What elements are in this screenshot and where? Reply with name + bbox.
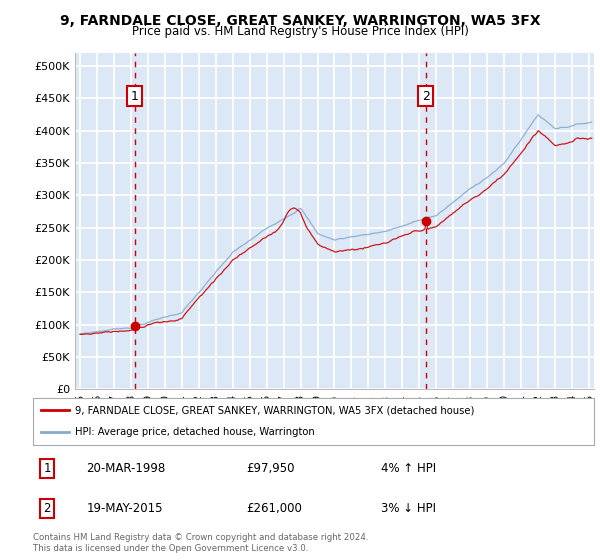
Text: 20-MAR-1998: 20-MAR-1998 bbox=[86, 462, 166, 475]
Text: Contains HM Land Registry data © Crown copyright and database right 2024.
This d: Contains HM Land Registry data © Crown c… bbox=[33, 533, 368, 553]
Text: HPI: Average price, detached house, Warrington: HPI: Average price, detached house, Warr… bbox=[75, 427, 315, 437]
Text: 3% ↓ HPI: 3% ↓ HPI bbox=[381, 502, 436, 515]
Text: 1: 1 bbox=[131, 90, 139, 103]
Text: 19-MAY-2015: 19-MAY-2015 bbox=[86, 502, 163, 515]
Text: £97,950: £97,950 bbox=[246, 462, 295, 475]
Text: £261,000: £261,000 bbox=[246, 502, 302, 515]
Text: Price paid vs. HM Land Registry's House Price Index (HPI): Price paid vs. HM Land Registry's House … bbox=[131, 25, 469, 38]
Text: 9, FARNDALE CLOSE, GREAT SANKEY, WARRINGTON, WA5 3FX: 9, FARNDALE CLOSE, GREAT SANKEY, WARRING… bbox=[59, 14, 541, 28]
Text: 2: 2 bbox=[422, 90, 430, 103]
Text: 9, FARNDALE CLOSE, GREAT SANKEY, WARRINGTON, WA5 3FX (detached house): 9, FARNDALE CLOSE, GREAT SANKEY, WARRING… bbox=[75, 405, 475, 416]
Text: 4% ↑ HPI: 4% ↑ HPI bbox=[381, 462, 436, 475]
Text: 1: 1 bbox=[43, 462, 51, 475]
Text: 2: 2 bbox=[43, 502, 51, 515]
